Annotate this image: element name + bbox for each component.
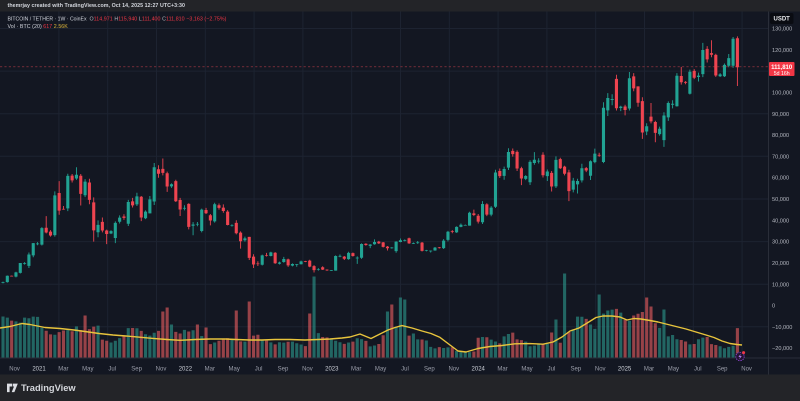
svg-text:Jul: Jul xyxy=(548,366,556,372)
svg-text:0: 0 xyxy=(772,304,775,310)
svg-text:USDT: USDT xyxy=(774,17,791,23)
svg-text:Jul: Jul xyxy=(401,366,409,372)
svg-text:Sep: Sep xyxy=(131,366,142,372)
svg-text:Nov: Nov xyxy=(156,366,167,372)
svg-text:themrjay created with TradingV: themrjay created with TradingView.com, O… xyxy=(8,3,185,9)
svg-text:2025: 2025 xyxy=(618,366,632,372)
svg-text:May: May xyxy=(375,366,386,372)
svg-text:90,000: 90,000 xyxy=(772,112,789,118)
svg-text:Sep: Sep xyxy=(570,366,581,372)
svg-text:May: May xyxy=(229,366,240,372)
svg-text:May: May xyxy=(521,366,532,372)
svg-text:Mar: Mar xyxy=(644,366,654,372)
svg-text:2021: 2021 xyxy=(32,366,46,372)
svg-text:120,000: 120,000 xyxy=(772,48,792,54)
svg-text:−10,000: −10,000 xyxy=(772,325,792,331)
svg-text:Jul: Jul xyxy=(108,366,116,372)
svg-text:Nov: Nov xyxy=(9,366,20,372)
svg-text:100,000: 100,000 xyxy=(772,91,792,97)
svg-text:2022: 2022 xyxy=(179,366,193,372)
svg-text:70,000: 70,000 xyxy=(772,154,789,160)
svg-text:Mar: Mar xyxy=(205,366,215,372)
svg-text:5d 16h: 5d 16h xyxy=(774,71,790,77)
svg-text:Mar: Mar xyxy=(58,366,68,372)
svg-text:May: May xyxy=(668,366,679,372)
svg-text:May: May xyxy=(82,366,93,372)
svg-text:Nov: Nov xyxy=(448,366,459,372)
svg-text:111,810: 111,810 xyxy=(771,65,793,71)
svg-text:50,000: 50,000 xyxy=(772,197,789,203)
svg-text:Nov: Nov xyxy=(302,366,313,372)
svg-text:Sep: Sep xyxy=(717,366,728,372)
svg-text:Sep: Sep xyxy=(424,366,435,372)
svg-text:−20,000: −20,000 xyxy=(772,346,792,352)
svg-text:Vol · BTC (20) 617 2.56K: Vol · BTC (20) 617 2.56K xyxy=(8,24,69,30)
svg-text:40,000: 40,000 xyxy=(772,218,789,224)
svg-text:Mar: Mar xyxy=(497,366,507,372)
svg-text:Jul: Jul xyxy=(694,366,702,372)
svg-text:2023: 2023 xyxy=(325,366,339,372)
svg-text:BITCOIN / TETHER · 1W · CoinEx: BITCOIN / TETHER · 1W · CoinEx xyxy=(8,16,87,22)
svg-text:130,000: 130,000 xyxy=(772,27,792,33)
svg-text:Nov: Nov xyxy=(741,366,752,372)
svg-text:Nov: Nov xyxy=(595,366,606,372)
svg-text:Jul: Jul xyxy=(255,366,263,372)
svg-text:2024: 2024 xyxy=(472,366,486,372)
svg-text:20,000: 20,000 xyxy=(772,261,789,267)
svg-text:30,000: 30,000 xyxy=(772,240,789,246)
svg-text:TradingView: TradingView xyxy=(21,383,76,393)
svg-text:Sep: Sep xyxy=(278,366,289,372)
svg-text:80,000: 80,000 xyxy=(772,133,789,139)
svg-text:O114,971 H115,940 L111,400 C11: O114,971 H115,940 L111,400 C111,810 −3,1… xyxy=(90,16,227,22)
svg-text:Mar: Mar xyxy=(351,366,361,372)
svg-text:60,000: 60,000 xyxy=(772,176,789,182)
svg-text:10,000: 10,000 xyxy=(772,282,789,288)
